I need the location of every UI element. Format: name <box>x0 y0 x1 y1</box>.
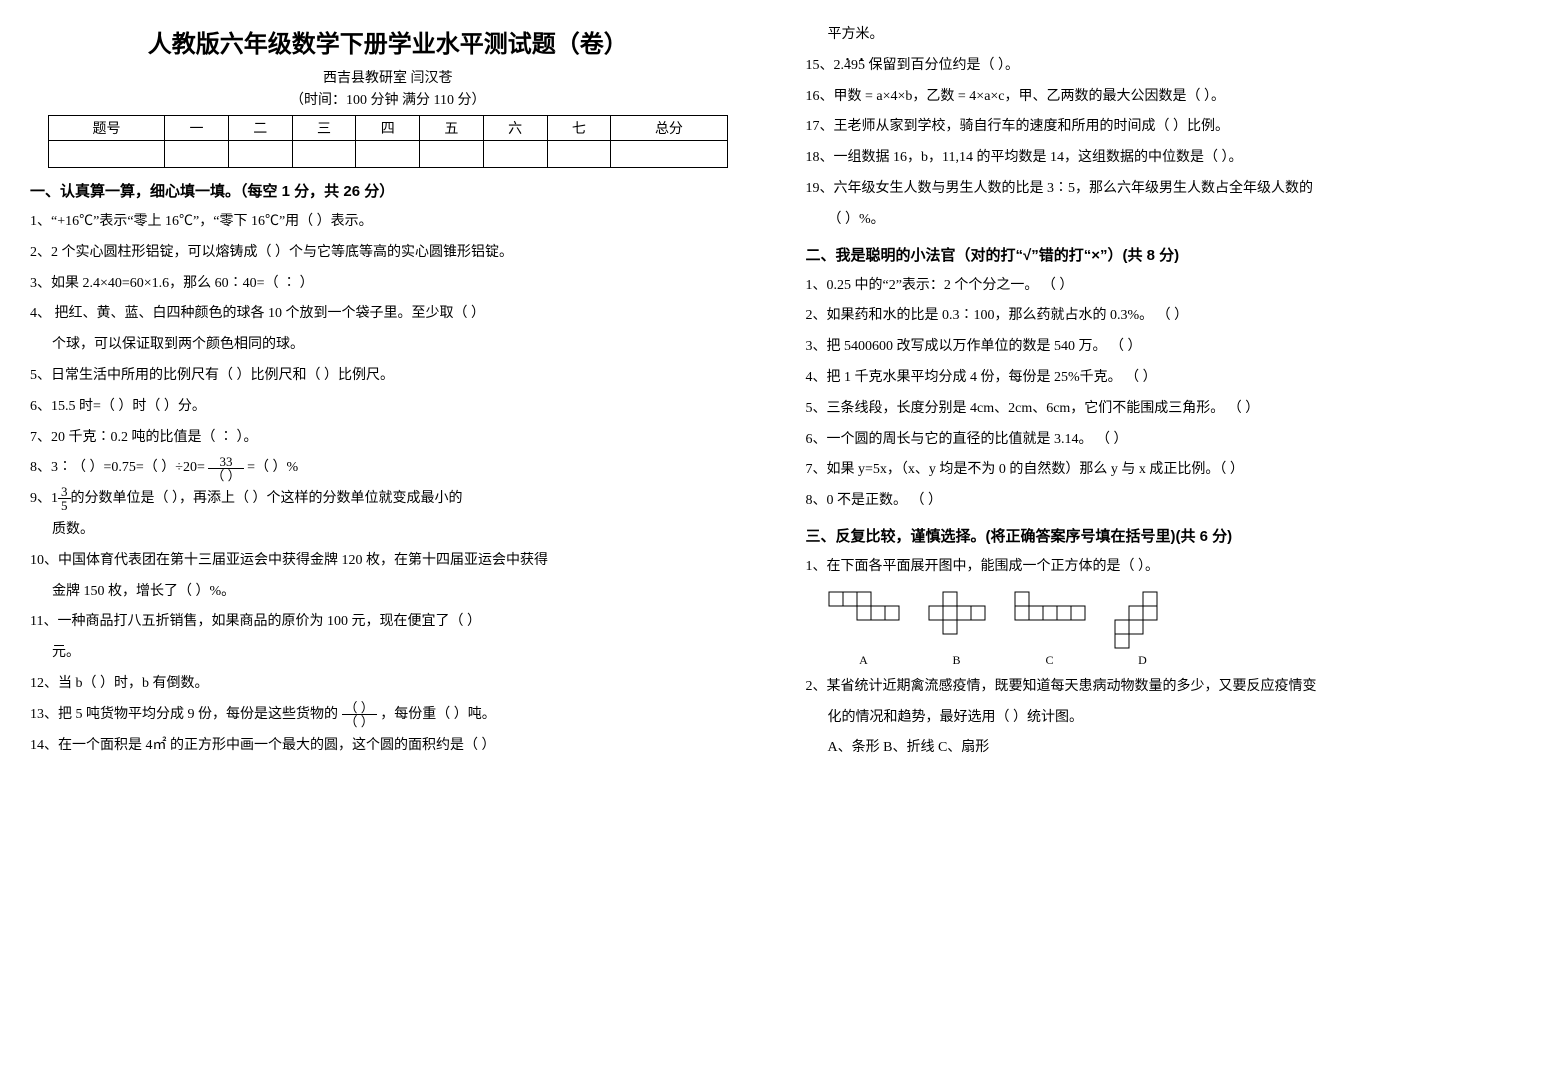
q13-post: ，每份重（ ）吨。 <box>380 707 496 722</box>
q10-line1: 10、中国体育代表团在第十三届亚运会中获得金牌 120 枚，在第十四届亚运会中获… <box>30 546 746 577</box>
q18: 18、一组数据 16，b，11,14 的平均数是 14，这组数据的中位数是（ ）… <box>806 143 1522 174</box>
q9-pre: 9、1 <box>30 491 58 506</box>
q11-line1: 11、一种商品打八五折销售，如果商品的原价为 100 元，现在便宜了（ ） <box>30 607 746 638</box>
q8-fraction: 33 （ ） <box>208 455 243 482</box>
author-line: 西吉县教研室 闫汉苍 <box>30 67 746 87</box>
q13-numerator: （ ） <box>342 701 377 715</box>
score-col-header: 题号 <box>48 116 164 141</box>
net-c-svg <box>1014 591 1086 651</box>
cube-nets: A B <box>828 591 1522 668</box>
score-col-header: 二 <box>228 116 292 141</box>
s3q2-options: A、条形 B、折线 C、扇形 <box>806 733 1522 764</box>
right-column: 平方米。 15、2.495 保留到百分位约是（ ）。 16、甲数 = a×4×b… <box>806 20 1522 764</box>
s2q7: 7、如果 y=5x，（x、y 均是不为 0 的自然数）那么 y 与 x 成正比例… <box>806 455 1522 486</box>
q7: 7、20 千克∶0.2 吨的比值是（ ∶ ）。 <box>30 423 746 454</box>
q3: 3、如果 2.4×40=60×1.6，那么 60∶40=（ ∶ ） <box>30 269 746 300</box>
net-d-label: D <box>1114 653 1172 668</box>
net-a-label: A <box>828 653 900 668</box>
net-c-label: C <box>1014 653 1086 668</box>
q12: 12、当 b（ ）时，b 有倒数。 <box>30 669 746 700</box>
q14-line2: 平方米。 <box>806 20 1522 51</box>
q8-denominator: （ ） <box>208 469 243 482</box>
q9-denominator: 5 <box>58 499 71 512</box>
score-col-header: 五 <box>420 116 484 141</box>
section-3-heading: 三、反复比较，谨慎选择。(将正确答案序号填在括号里)(共 6 分) <box>806 525 1522 546</box>
q5: 5、日常生活中所用的比例尺有（ ）比例尺和（ ）比例尺。 <box>30 361 746 392</box>
q9-fraction: 3 5 <box>58 485 71 512</box>
q11-line2: 元。 <box>30 638 746 669</box>
q15-rep-digit-2: 5 <box>858 58 865 73</box>
q15: 15、2.495 保留到百分位约是（ ）。 <box>806 51 1522 82</box>
score-col-header: 一 <box>165 116 229 141</box>
q15-rep-digit-1: 4 <box>844 58 851 73</box>
q1: 1、“+16℃”表示“零上 16℃”，“零下 16℃”用（ ）表示。 <box>30 207 746 238</box>
exam-title: 人教版六年级数学下册学业水平测试题（卷） <box>30 24 746 59</box>
q6: 6、15.5 时=（ ）时（ ）分。 <box>30 392 746 423</box>
score-col-header: 六 <box>483 116 547 141</box>
q13: 13、把 5 吨货物平均分成 9 份，每份是这些货物的 （ ） （ ） ，每份重… <box>30 700 746 731</box>
net-d-svg <box>1114 591 1172 651</box>
q9-numerator: 3 <box>58 485 71 499</box>
net-d: D <box>1114 591 1172 668</box>
q16: 16、甲数 = a×4×b，乙数 = 4×a×c，甲、乙两数的最大公因数是（ ）… <box>806 82 1522 113</box>
q4-line1: 4、 把红、黄、蓝、白四种颜色的球各 10 个放到一个袋子里。至少取（ ） <box>30 299 746 330</box>
q10-line2: 金牌 150 枚，增长了（ ）%。 <box>30 577 746 608</box>
net-b-svg <box>928 591 986 651</box>
q15-mid-digit: 9 <box>851 58 858 73</box>
left-column: 人教版六年级数学下册学业水平测试题（卷） 西吉县教研室 闫汉苍 （时间：100 … <box>30 20 746 764</box>
q15-pre: 15、2. <box>806 58 845 73</box>
q17: 17、王老师从家到学校，骑自行车的速度和所用的时间成（ ）比例。 <box>806 112 1522 143</box>
q8-post: =（ ）% <box>247 460 298 475</box>
q9: 9、1 3 5 的分数单位是（ ），再添上（ ）个这样的分数单位就变成最小的 <box>30 484 746 515</box>
s2q5: 5、三条线段，长度分别是 4cm、2cm、6cm，它们不能围成三角形。 （ ） <box>806 394 1522 425</box>
score-col-header: 总分 <box>611 116 727 141</box>
net-b-label: B <box>928 653 986 668</box>
q8-numerator: 33 <box>208 455 243 469</box>
s2q2: 2、如果药和水的比是 0.3∶100，那么药就占水的 0.3%。 （ ） <box>806 301 1522 332</box>
q19-line2: （ ）%。 <box>806 205 1522 236</box>
net-b: B <box>928 591 986 668</box>
section-2-heading: 二、我是聪明的小法官（对的打“√”错的打“×”）(共 8 分) <box>806 244 1522 265</box>
q9-post: 的分数单位是（ ），再添上（ ）个这样的分数单位就变成最小的 <box>71 491 463 506</box>
q13-fraction: （ ） （ ） <box>342 701 377 728</box>
s2q3: 3、把 5400600 改写成以万作单位的数是 540 万。 （ ） <box>806 332 1522 363</box>
score-col-header: 四 <box>356 116 420 141</box>
section-1-heading: 一、认真算一算，细心填一填。（每空 1 分，共 26 分） <box>30 180 746 201</box>
s2q1: 1、0.25 中的“2”表示：2 个个分之一。 （ ） <box>806 271 1522 302</box>
net-a: A <box>828 591 900 668</box>
q14: 14、在一个面积是 4㎡ 的正方形中画一个最大的圆，这个圆的面积约是（ ） <box>30 731 746 762</box>
q4-line2: 个球，可以保证取到两个颜色相同的球。 <box>30 330 746 361</box>
score-table: 题号 一 二 三 四 五 六 七 总分 <box>48 115 728 168</box>
q13-denominator: （ ） <box>342 715 377 728</box>
score-col-header: 七 <box>547 116 611 141</box>
s3q2-line2: 化的情况和趋势，最好选用（ ）统计图。 <box>806 703 1522 734</box>
q2: 2、2 个实心圆柱形铝锭，可以熔铸成（ ）个与它等底等高的实心圆锥形铝锭。 <box>30 238 746 269</box>
s2q8: 8、0 不是正数。 （ ） <box>806 486 1522 517</box>
time-line: （时间：100 分钟 满分 110 分） <box>30 89 746 109</box>
s2q4: 4、把 1 千克水果平均分成 4 份，每份是 25%千克。 （ ） <box>806 363 1522 394</box>
q8-pre: 8、3∶（ ）=0.75=（ ）÷20= <box>30 460 205 475</box>
q15-post: 保留到百分位约是（ ）。 <box>865 58 1019 73</box>
q19-line1: 19、六年级女生人数与男生人数的比是 3∶5，那么六年级男生人数占全年级人数的 <box>806 174 1522 205</box>
s3q2-line1: 2、某省统计近期禽流感疫情，既要知道每天患病动物数量的多少，又要反应疫情变 <box>806 672 1522 703</box>
net-a-svg <box>828 591 900 651</box>
score-col-header: 三 <box>292 116 356 141</box>
s2q6: 6、一个圆的周长与它的直径的比值就是 3.14。 （ ） <box>806 425 1522 456</box>
net-c: C <box>1014 591 1086 668</box>
q13-pre: 13、把 5 吨货物平均分成 9 份，每份是这些货物的 <box>30 707 338 722</box>
q8: 8、3∶（ ）=0.75=（ ）÷20= 33 （ ） =（ ）% <box>30 453 746 484</box>
s3q1: 1、在下面各平面展开图中，能围成一个正方体的是（ ）。 <box>806 552 1522 583</box>
q9-line2: 质数。 <box>30 515 746 546</box>
